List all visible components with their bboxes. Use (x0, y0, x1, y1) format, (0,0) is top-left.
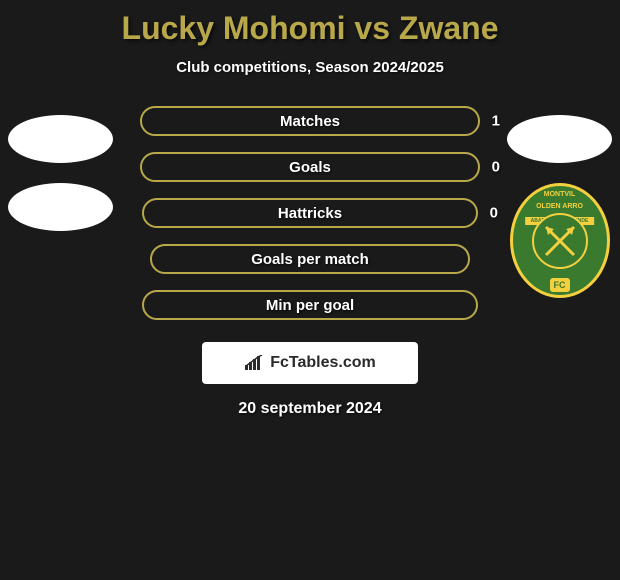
stat-bar: Matches1 (140, 106, 480, 136)
player-left-column (8, 115, 113, 231)
player-avatar-placeholder-right (507, 115, 612, 163)
page-title: Lucky Mohomi vs Zwane (0, 10, 620, 47)
arrows-icon (540, 221, 580, 261)
club-fc-badge: FC (550, 278, 570, 292)
stat-bar: Min per goal (142, 290, 478, 320)
stat-bar: Goals0 (140, 152, 480, 182)
stat-value-right: 1 (492, 113, 500, 130)
player-avatar-placeholder-left (8, 115, 113, 163)
club-top-text: MONTVIL (544, 191, 576, 198)
stat-label: Goals (289, 159, 331, 176)
stat-value-right: 0 (490, 205, 498, 222)
club-avatar-placeholder-left (8, 183, 113, 231)
comparison-card: Lucky Mohomi vs Zwane Club competitions,… (0, 0, 620, 418)
club-mid-text: OLDEN ARRO (536, 203, 583, 210)
subtitle: Club competitions, Season 2024/2025 (0, 59, 620, 76)
stat-bars: Matches1 Goals0 Hattricks0 Goals per match M… (140, 106, 480, 320)
stat-value-right: 0 (492, 159, 500, 176)
stat-label: Hattricks (278, 205, 342, 222)
player-right-column: MONTVIL OLDEN ARRO ABAFANA BES'THENDE FC (507, 115, 612, 298)
chart-icon (244, 355, 264, 371)
date-text: 20 september 2024 (0, 400, 620, 418)
brand-badge[interactable]: FcTables.com (202, 342, 418, 384)
club-logo-right: MONTVIL OLDEN ARRO ABAFANA BES'THENDE FC (510, 183, 610, 298)
stat-label: Min per goal (266, 297, 354, 314)
stat-bar: Goals per match (150, 244, 470, 274)
stat-label: Matches (280, 113, 340, 130)
club-logo-inner (532, 213, 588, 269)
stat-bar: Hattricks0 (142, 198, 478, 228)
stat-label: Goals per match (251, 251, 369, 268)
brand-text: FcTables.com (270, 354, 376, 372)
